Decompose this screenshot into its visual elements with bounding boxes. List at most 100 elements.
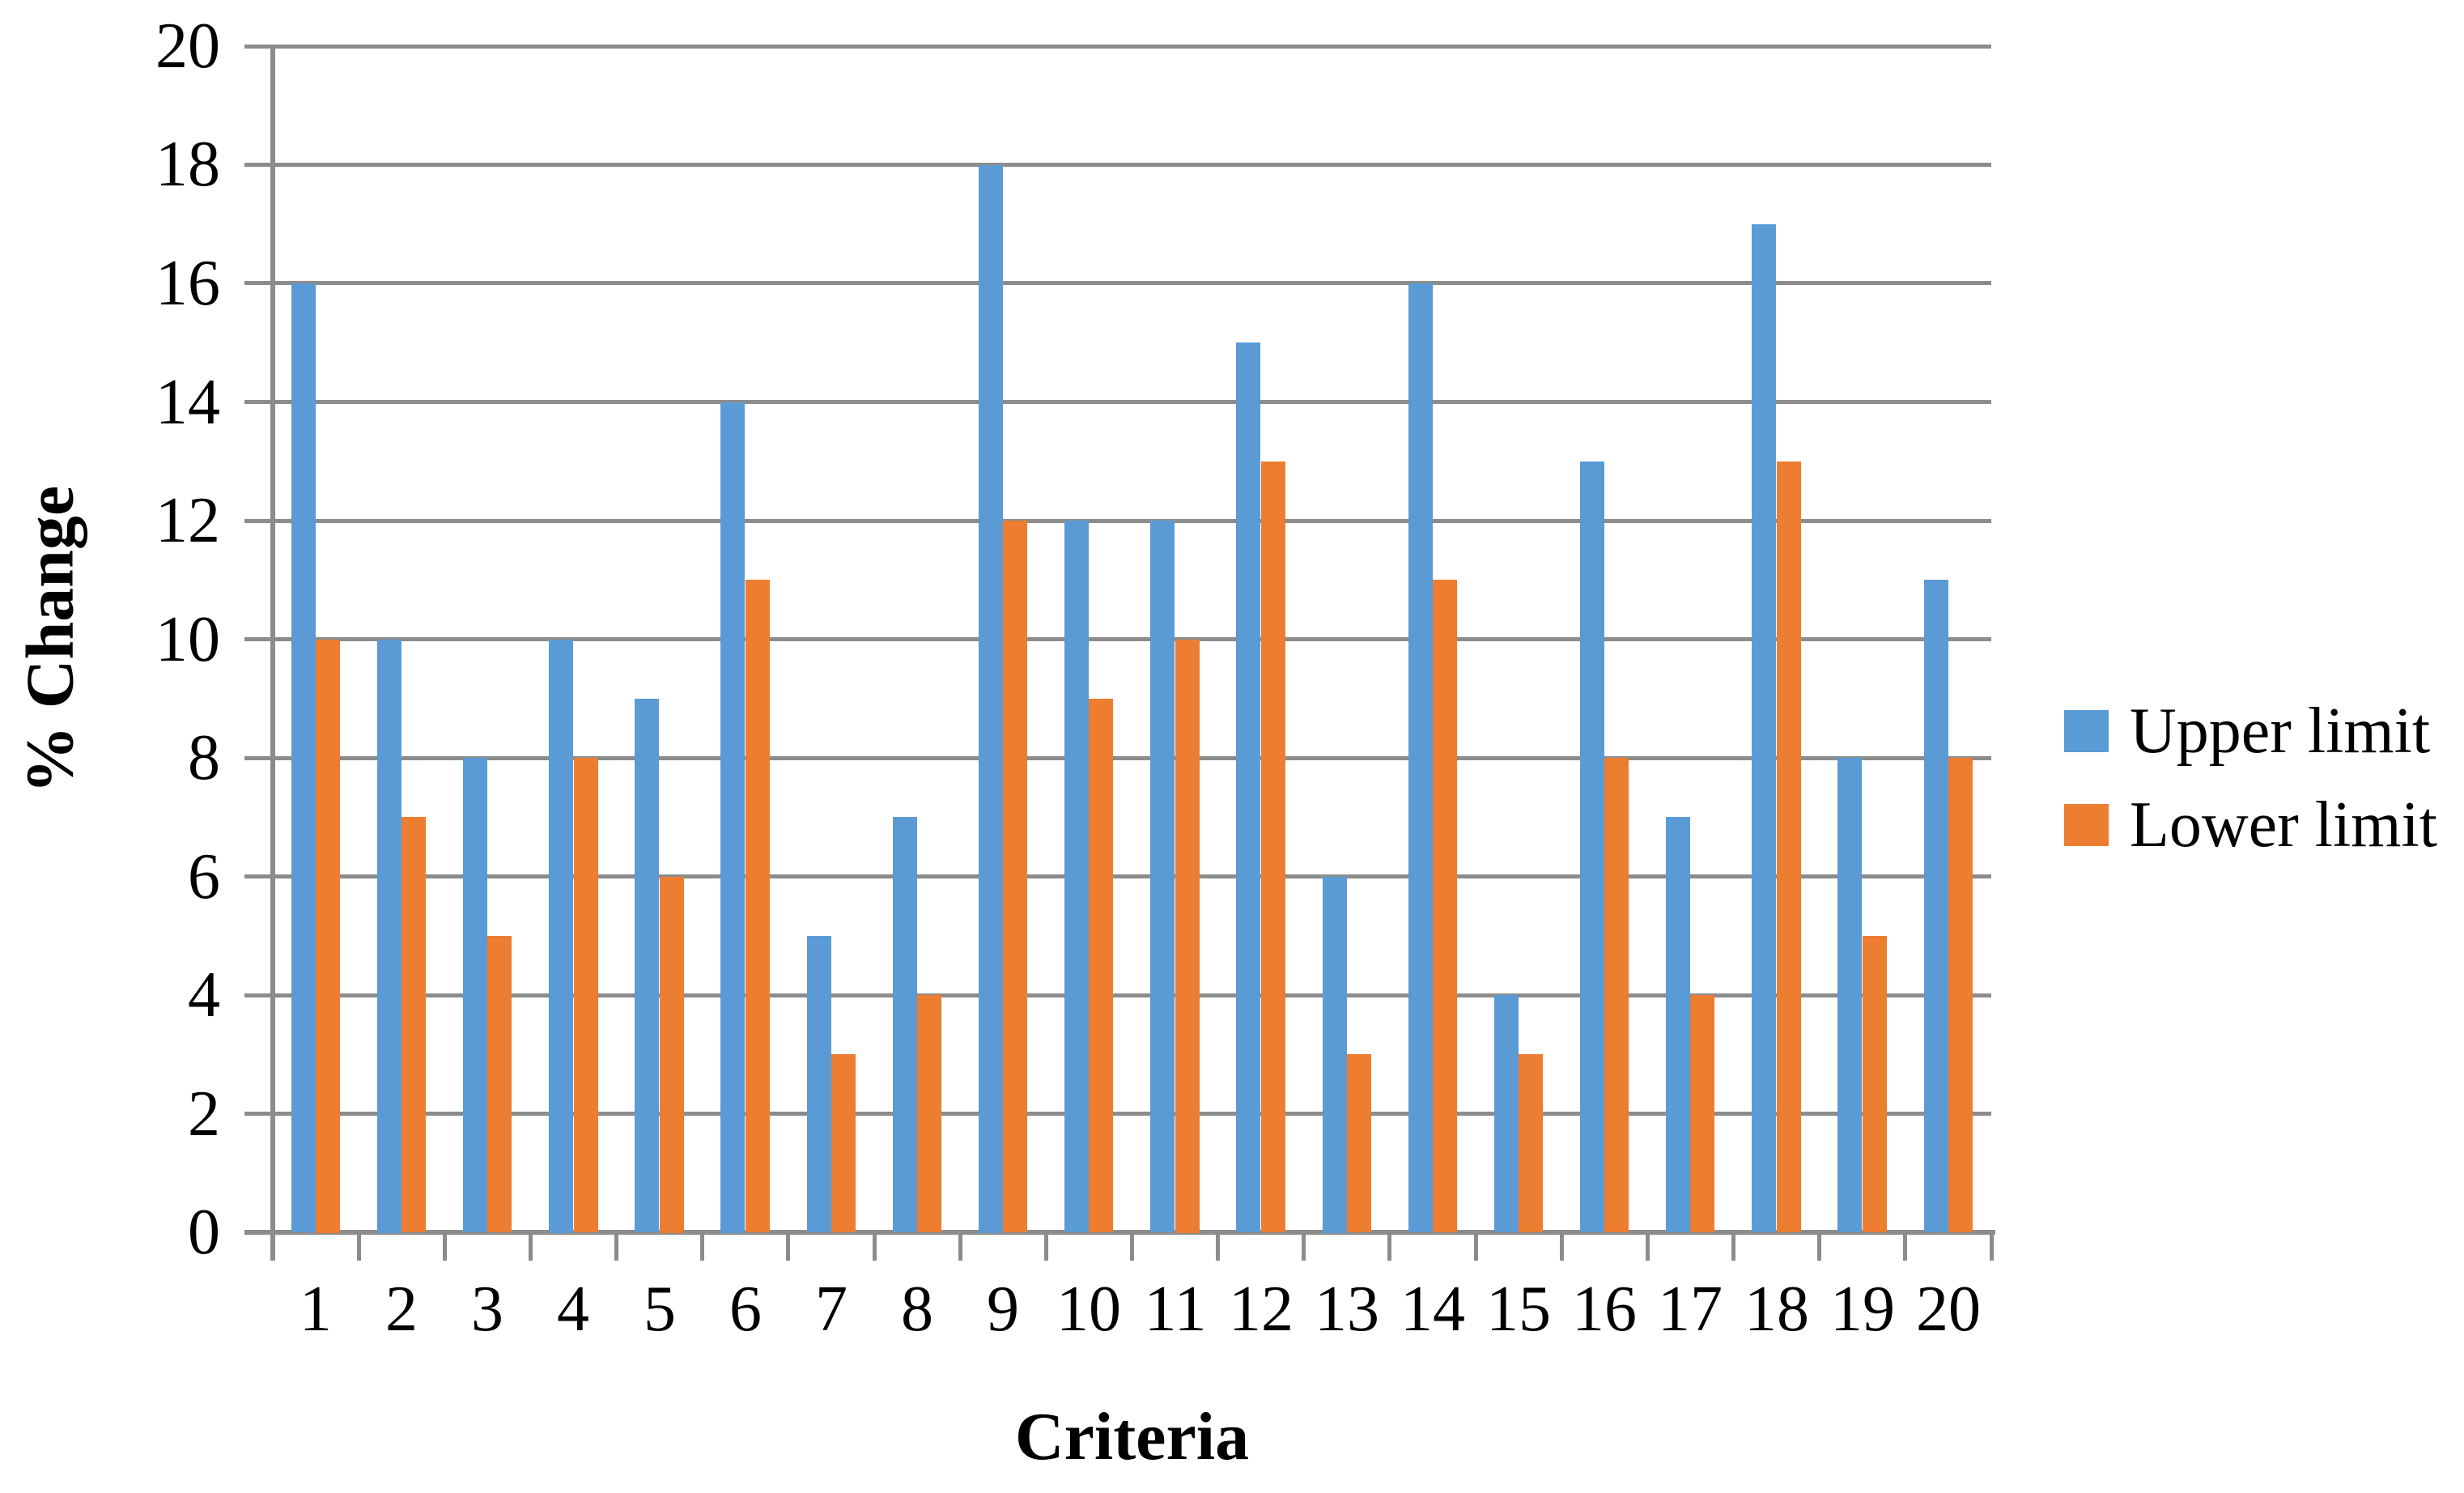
gridline <box>273 281 1991 285</box>
legend-swatch-lower-limit <box>2064 804 2109 846</box>
x-tick-label: 9 <box>987 1274 1019 1345</box>
bar-upper-limit-19 <box>1837 758 1862 1232</box>
bar-lower-limit-6 <box>746 580 770 1232</box>
x-tick-label: 3 <box>471 1274 503 1345</box>
bar-upper-limit-10 <box>1064 521 1089 1232</box>
x-tick-label: 14 <box>1400 1274 1465 1345</box>
x-tick-label: 4 <box>557 1274 589 1345</box>
bar-upper-limit-2 <box>377 640 401 1233</box>
gridline <box>273 519 1991 523</box>
x-tick-label: 12 <box>1229 1274 1294 1345</box>
y-tick-label: 0 <box>188 1197 220 1268</box>
plot-area <box>244 45 1995 1261</box>
x-axis-tick <box>786 1232 790 1261</box>
x-tick-label: 15 <box>1486 1274 1551 1345</box>
x-axis-tick <box>1903 1232 1907 1261</box>
y-axis-tick <box>244 1112 273 1116</box>
y-tick-label: 20 <box>155 11 220 82</box>
y-axis-tick <box>244 993 273 997</box>
bar-lower-limit-3 <box>487 936 512 1232</box>
x-axis-tick <box>1990 1232 1994 1261</box>
y-axis-tick <box>244 756 273 760</box>
x-axis-tick <box>1560 1232 1564 1261</box>
legend-label-lower-limit: Lower limit <box>2130 789 2437 861</box>
bar-lower-limit-16 <box>1604 758 1629 1232</box>
bar-lower-limit-8 <box>917 995 941 1232</box>
bar-upper-limit-8 <box>893 817 917 1232</box>
bar-lower-limit-18 <box>1777 462 1801 1232</box>
x-axis-tick <box>1302 1232 1306 1261</box>
x-tick-label: 5 <box>644 1274 676 1345</box>
bar-lower-limit-20 <box>1948 758 1973 1232</box>
bar-lower-limit-9 <box>1003 521 1027 1232</box>
gridline <box>273 163 1991 167</box>
x-tick-label: 10 <box>1056 1274 1121 1345</box>
bar-upper-limit-15 <box>1494 995 1519 1232</box>
y-axis-tick <box>244 400 273 404</box>
bar-upper-limit-20 <box>1924 580 1948 1232</box>
bar-lower-limit-19 <box>1863 936 1887 1232</box>
bar-lower-limit-11 <box>1175 640 1200 1233</box>
bar-upper-limit-12 <box>1236 342 1260 1232</box>
x-tick-label: 19 <box>1830 1274 1895 1345</box>
x-tick-label: 16 <box>1572 1274 1637 1345</box>
x-axis-tick <box>614 1232 618 1261</box>
x-axis-tick <box>529 1232 533 1261</box>
bar-upper-limit-11 <box>1150 521 1175 1232</box>
x-axis-tick <box>271 1232 275 1261</box>
x-axis-tick <box>1731 1232 1735 1261</box>
y-axis-tick <box>244 519 273 523</box>
x-tick-label: 17 <box>1658 1274 1723 1345</box>
gridline <box>273 637 1991 641</box>
y-axis-tick <box>244 874 273 878</box>
legend-item-lower-limit: Lower limit <box>2064 793 2437 857</box>
x-tick-label: 7 <box>815 1274 848 1345</box>
x-axis-tick <box>1130 1232 1134 1261</box>
bar-lower-limit-2 <box>401 817 426 1232</box>
y-tick-label: 6 <box>188 841 220 912</box>
x-axis-tick <box>1646 1232 1650 1261</box>
gridline <box>273 874 1991 878</box>
gridline <box>273 1112 1991 1116</box>
bar-lower-limit-5 <box>660 877 684 1233</box>
x-tick-label: 20 <box>1916 1274 1981 1345</box>
x-axis-tick <box>1387 1232 1391 1261</box>
legend-label-upper-limit: Upper limit <box>2130 695 2431 767</box>
x-axis-tick <box>357 1232 361 1261</box>
x-axis-tick <box>1474 1232 1478 1261</box>
x-tick-label: 6 <box>729 1274 762 1345</box>
legend: Upper limit Lower limit <box>2064 699 2437 857</box>
bar-lower-limit-7 <box>831 1054 856 1232</box>
x-tick-label: 8 <box>901 1274 933 1345</box>
bar-lower-limit-14 <box>1433 580 1457 1232</box>
bar-lower-limit-1 <box>316 640 340 1233</box>
y-axis-tick <box>244 281 273 285</box>
bar-lower-limit-15 <box>1519 1054 1543 1232</box>
legend-swatch-upper-limit <box>2064 710 2109 752</box>
x-axis-tick <box>1044 1232 1048 1261</box>
bar-upper-limit-4 <box>549 640 573 1233</box>
bar-lower-limit-12 <box>1261 462 1285 1232</box>
y-tick-label: 2 <box>188 1078 220 1150</box>
bar-upper-limit-18 <box>1752 224 1776 1232</box>
x-tick-label: 1 <box>300 1274 332 1345</box>
x-axis-tick <box>700 1232 704 1261</box>
gridline <box>273 993 1991 997</box>
x-axis-tick <box>1817 1232 1821 1261</box>
y-tick-label: 14 <box>155 367 220 438</box>
bar-upper-limit-17 <box>1666 817 1690 1232</box>
bar-lower-limit-17 <box>1690 995 1714 1232</box>
bar-lower-limit-4 <box>574 758 598 1232</box>
bar-upper-limit-13 <box>1323 877 1347 1233</box>
x-tick-label: 18 <box>1744 1274 1809 1345</box>
y-tick-label: 18 <box>155 129 220 200</box>
gridline <box>273 400 1991 404</box>
bar-upper-limit-6 <box>720 402 745 1233</box>
bar-upper-limit-5 <box>635 699 659 1232</box>
gridline <box>273 45 1991 49</box>
x-axis-tick <box>443 1232 447 1261</box>
y-axis-tick <box>244 163 273 167</box>
y-tick-label: 10 <box>155 604 220 675</box>
bar-upper-limit-1 <box>291 283 316 1232</box>
